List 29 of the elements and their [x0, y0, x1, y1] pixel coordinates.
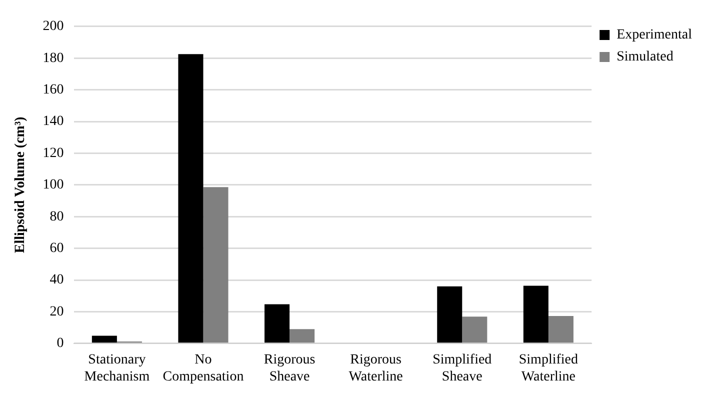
y-tick-label: 160 — [42, 82, 64, 98]
bar — [462, 316, 488, 343]
y-tick-label: 80 — [50, 209, 64, 224]
y-tick-label: 20 — [50, 304, 64, 320]
y-tick-label: 40 — [50, 272, 64, 288]
x-tick-label: Simplified Waterline — [518, 352, 578, 384]
y-axis-title: Ellipsoid Volume (cm³) — [13, 116, 28, 254]
y-tick-label: 200 — [42, 19, 64, 34]
bar — [92, 336, 117, 343]
x-tick-label: Rigorous Sheave — [264, 352, 316, 384]
x-tick-label: Rigorous Waterline — [348, 352, 403, 384]
x-tick-label: Simplified Sheave — [432, 352, 492, 384]
y-tick-label: 0 — [56, 336, 64, 352]
bar — [437, 286, 462, 343]
legend-label: Simulated — [616, 50, 674, 65]
bar — [203, 187, 228, 343]
bar — [178, 54, 204, 343]
legend-label: Experimental — [616, 28, 692, 43]
bar — [290, 329, 315, 343]
y-tick-label: 60 — [50, 240, 64, 256]
x-tick-label: Stationary Mechanism — [84, 352, 150, 384]
y-tick-label: 100 — [42, 178, 64, 193]
bar — [548, 316, 574, 343]
y-tick-label: 180 — [42, 50, 64, 66]
bar — [264, 304, 290, 343]
x-tick-label: No Compensation — [162, 352, 244, 384]
y-tick-label: 140 — [42, 114, 64, 130]
bar — [523, 286, 548, 343]
y-tick-label: 120 — [42, 146, 64, 161]
